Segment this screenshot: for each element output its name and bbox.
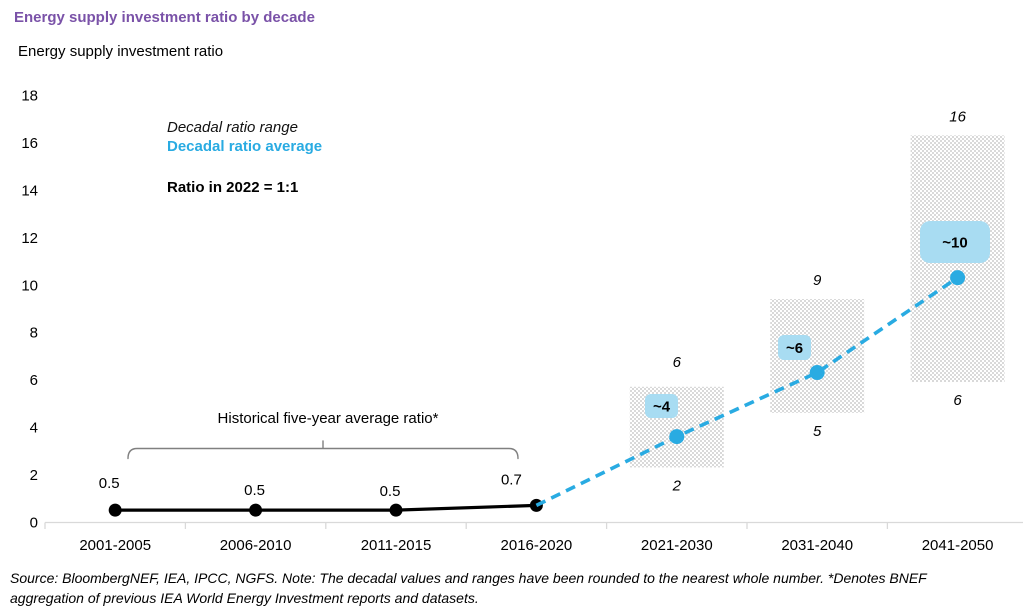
range-low-label: 5 — [813, 423, 822, 440]
historical-point-label: 0.7 — [501, 471, 522, 488]
historical-point-label: 0.5 — [244, 482, 265, 499]
x-tick-label: 2006-2010 — [220, 537, 292, 554]
projection-dashed-line — [535, 276, 959, 508]
range-high-label: 6 — [673, 354, 682, 371]
historical-point — [249, 503, 263, 517]
average-label-box — [778, 335, 811, 360]
y-tick-label: 12 — [21, 230, 38, 247]
projection-point — [669, 429, 685, 445]
x-tick-label: 2031-2040 — [781, 537, 853, 554]
range-low-label: 6 — [953, 392, 962, 409]
average-label: ~6 — [786, 340, 803, 357]
y-tick-label: 2 — [30, 467, 38, 484]
historical-line — [115, 503, 537, 512]
source-note-line1: Source: BloombergNEF, IEA, IPCC, NGFS. N… — [10, 570, 927, 586]
source-note: Source: BloombergNEF, IEA, IPCC, NGFS. N… — [10, 568, 1012, 609]
y-tick-label: 16 — [21, 135, 38, 152]
historical-point-label: 0.5 — [99, 475, 120, 492]
y-tick-label: 8 — [30, 325, 38, 342]
historical-brace — [127, 440, 519, 460]
y-tick-label: 4 — [30, 420, 38, 437]
x-tick-label: 2041-2050 — [922, 537, 994, 554]
average-label: ~4 — [653, 399, 671, 416]
range-high-label: 16 — [949, 108, 966, 125]
average-label-box — [645, 394, 678, 418]
range-bars — [629, 135, 1005, 468]
y-axis-title: Energy supply investment ratio — [18, 43, 224, 60]
y-tick-label: 6 — [30, 372, 38, 389]
data-series — [108, 270, 966, 517]
data-labels: 6 2 9 5 16 6 0.5 0.5 0.5 0.7 ~4 ~6 ~10 — [99, 108, 990, 500]
average-label: ~10 — [942, 235, 967, 252]
range-low-label: 2 — [672, 477, 682, 494]
legend-decadal-ratio-range: Decadal ratio range — [167, 119, 298, 136]
x-axis: 0 2 4 6 8 10 12 14 16 18 2001-2005 2006-2010 2011-20… — [21, 88, 1023, 554]
x-tick-label: 2001-2005 — [79, 537, 151, 554]
historical-point-label: 0.5 — [380, 483, 401, 500]
range-high-label: 9 — [813, 272, 822, 289]
y-tick-label: 0 — [30, 515, 38, 532]
average-label-box — [920, 221, 990, 263]
source-note-line2: aggregation of previous IEA World Energy… — [10, 590, 479, 607]
historical-point — [389, 503, 403, 517]
x-tick-label: 2021-2030 — [641, 537, 713, 554]
y-tick-label: 18 — [21, 88, 38, 105]
ratio-2022-note: Ratio in 2022 = 1:1 — [167, 179, 299, 196]
y-tick-label: 10 — [21, 277, 38, 294]
historical-point — [108, 503, 122, 517]
projection-point — [809, 365, 825, 381]
projection-point — [950, 270, 966, 286]
brace-path — [127, 440, 519, 460]
page-title: Energy supply investment ratio by decade — [14, 9, 315, 26]
x-tick-label: 2011-2015 — [361, 537, 432, 554]
y-tick-label: 14 — [21, 182, 38, 199]
historical-brace-label: Historical five-year average ratio* — [217, 410, 439, 427]
legend-decadal-ratio-average: Decadal ratio average — [167, 138, 323, 155]
x-tick-label: 2016-2020 — [501, 537, 573, 554]
